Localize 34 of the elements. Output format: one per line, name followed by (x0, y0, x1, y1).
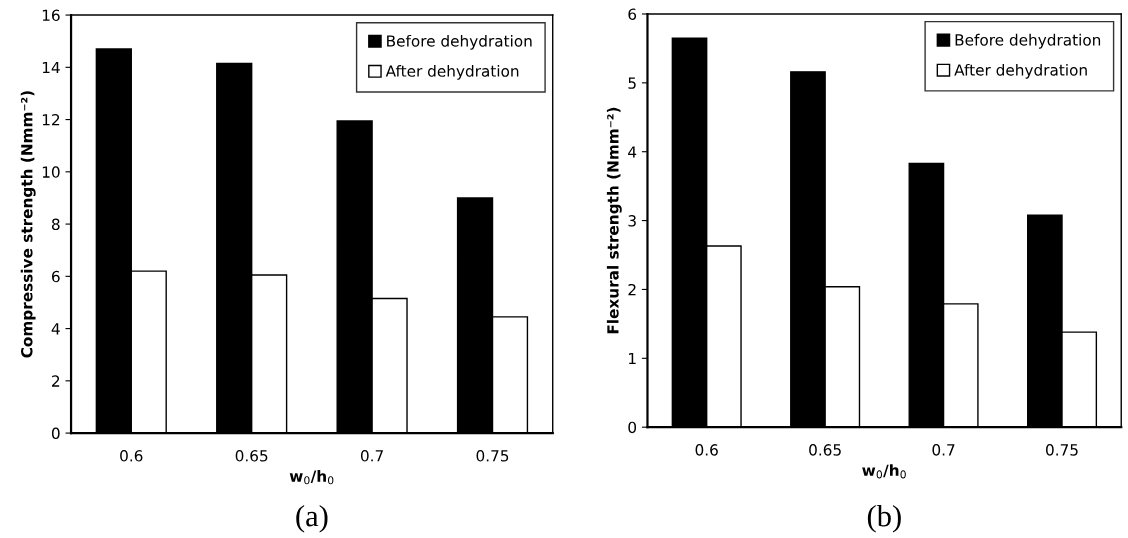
x-tick-label: 0.65 (235, 450, 268, 462)
y-tick-label: 0 (628, 421, 637, 434)
x-tick-label: 0.7 (360, 450, 383, 462)
y-tick-label: 1 (629, 352, 636, 365)
y-tick-label: 2 (628, 283, 636, 296)
x-axis-title: w$_{0}$/h$_{0}$ (862, 464, 906, 479)
legend-label: Before dehydration (387, 34, 532, 50)
y-tick-label: 3 (628, 215, 636, 227)
y-axis-title: Flexural strength (Nmm⁻²) (606, 107, 622, 334)
y-tick-label: 0 (51, 427, 60, 440)
x-tick-label: 0.75 (1046, 444, 1078, 456)
x-tick-label: 0.6 (120, 450, 143, 462)
text: (b) (867, 504, 901, 533)
x-tick-label: 0.7 (932, 444, 955, 456)
legend-label: After dehydration (954, 63, 1087, 79)
y-tick-label: 5 (628, 77, 636, 89)
y-tick-label: 2 (52, 375, 60, 387)
y-tick-label: 12 (42, 114, 60, 126)
x-tick-label: 0.65 (809, 444, 841, 456)
y-tick-label: 8 (51, 218, 60, 231)
y-tick-label: 14 (42, 61, 60, 74)
y-tick-label: 6 (51, 270, 60, 283)
y-tick-label: 4 (628, 146, 637, 158)
y-tick-label: 4 (51, 323, 60, 335)
legend-label: After dehydration (385, 64, 519, 80)
y-tick-label: 10 (42, 166, 60, 178)
y-tick-label: 6 (628, 8, 637, 21)
text: (a) (296, 504, 328, 533)
x-tick-label: 0.6 (695, 444, 718, 456)
y-axis-title: Compressive strength (Nmm⁻²) (20, 91, 36, 358)
x-axis-title: w$_{0}$/h$_{0}$ (289, 470, 334, 485)
legend-label: Before dehydration (955, 33, 1101, 49)
y-tick-label: 16 (42, 9, 60, 22)
x-tick-label: 0.75 (476, 450, 509, 462)
